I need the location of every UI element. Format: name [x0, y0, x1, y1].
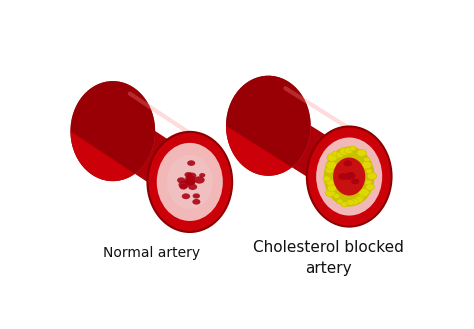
Ellipse shape — [364, 157, 370, 162]
Ellipse shape — [365, 180, 372, 185]
Ellipse shape — [323, 176, 330, 182]
Polygon shape — [226, 126, 392, 227]
Ellipse shape — [187, 172, 196, 179]
Ellipse shape — [345, 173, 354, 180]
Ellipse shape — [147, 132, 232, 232]
Ellipse shape — [333, 194, 340, 199]
Text: Normal artery: Normal artery — [103, 246, 200, 260]
Ellipse shape — [192, 199, 201, 205]
Ellipse shape — [326, 190, 335, 197]
Ellipse shape — [307, 126, 392, 227]
Ellipse shape — [332, 151, 338, 156]
Ellipse shape — [345, 174, 352, 179]
Ellipse shape — [337, 199, 343, 204]
Text: Cholesterol blocked
artery: Cholesterol blocked artery — [253, 240, 404, 276]
Ellipse shape — [351, 179, 359, 184]
Ellipse shape — [350, 146, 356, 151]
Ellipse shape — [362, 161, 372, 169]
Ellipse shape — [157, 143, 223, 221]
Ellipse shape — [185, 175, 195, 182]
Ellipse shape — [355, 196, 363, 203]
Ellipse shape — [184, 178, 195, 186]
Ellipse shape — [226, 76, 310, 176]
Ellipse shape — [347, 172, 356, 179]
Ellipse shape — [341, 202, 348, 207]
Ellipse shape — [194, 176, 205, 184]
Ellipse shape — [367, 172, 377, 180]
Ellipse shape — [187, 160, 195, 166]
Polygon shape — [71, 81, 232, 182]
Ellipse shape — [185, 178, 195, 185]
Ellipse shape — [192, 193, 200, 198]
Ellipse shape — [179, 181, 189, 189]
Ellipse shape — [180, 184, 187, 190]
Ellipse shape — [345, 147, 353, 154]
Ellipse shape — [365, 184, 374, 190]
Ellipse shape — [339, 148, 349, 155]
Ellipse shape — [189, 180, 195, 185]
Ellipse shape — [346, 200, 354, 206]
Ellipse shape — [326, 161, 337, 169]
Ellipse shape — [357, 149, 364, 155]
Ellipse shape — [316, 138, 382, 215]
Ellipse shape — [167, 155, 213, 209]
Ellipse shape — [346, 172, 355, 178]
Ellipse shape — [333, 158, 365, 195]
Ellipse shape — [357, 195, 365, 200]
Ellipse shape — [324, 146, 374, 207]
Ellipse shape — [357, 149, 366, 156]
Ellipse shape — [199, 173, 205, 177]
Ellipse shape — [366, 169, 373, 174]
Ellipse shape — [336, 152, 344, 158]
Ellipse shape — [188, 184, 197, 190]
Ellipse shape — [327, 185, 337, 191]
Ellipse shape — [349, 198, 358, 205]
Ellipse shape — [326, 179, 334, 186]
Ellipse shape — [338, 173, 348, 180]
Ellipse shape — [358, 189, 369, 197]
Ellipse shape — [346, 172, 355, 179]
Ellipse shape — [344, 160, 352, 166]
Polygon shape — [71, 131, 232, 232]
Ellipse shape — [177, 177, 185, 183]
Ellipse shape — [325, 167, 334, 173]
Ellipse shape — [327, 154, 337, 161]
Polygon shape — [226, 76, 392, 177]
Ellipse shape — [182, 193, 190, 199]
Ellipse shape — [71, 81, 155, 181]
Ellipse shape — [345, 174, 353, 180]
Ellipse shape — [184, 172, 192, 177]
